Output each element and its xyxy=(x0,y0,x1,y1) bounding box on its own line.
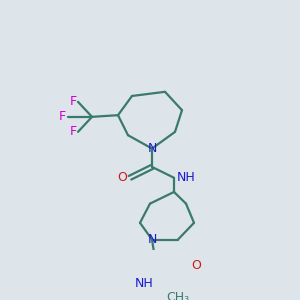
Text: O: O xyxy=(191,259,201,272)
Text: N: N xyxy=(147,233,157,246)
Text: F: F xyxy=(69,95,76,108)
Text: NH: NH xyxy=(177,171,195,184)
Text: O: O xyxy=(117,171,127,184)
Text: CH₃: CH₃ xyxy=(167,291,190,300)
Text: F: F xyxy=(58,110,66,123)
Text: N: N xyxy=(147,142,157,155)
Text: NH: NH xyxy=(135,277,153,290)
Text: F: F xyxy=(69,125,76,138)
